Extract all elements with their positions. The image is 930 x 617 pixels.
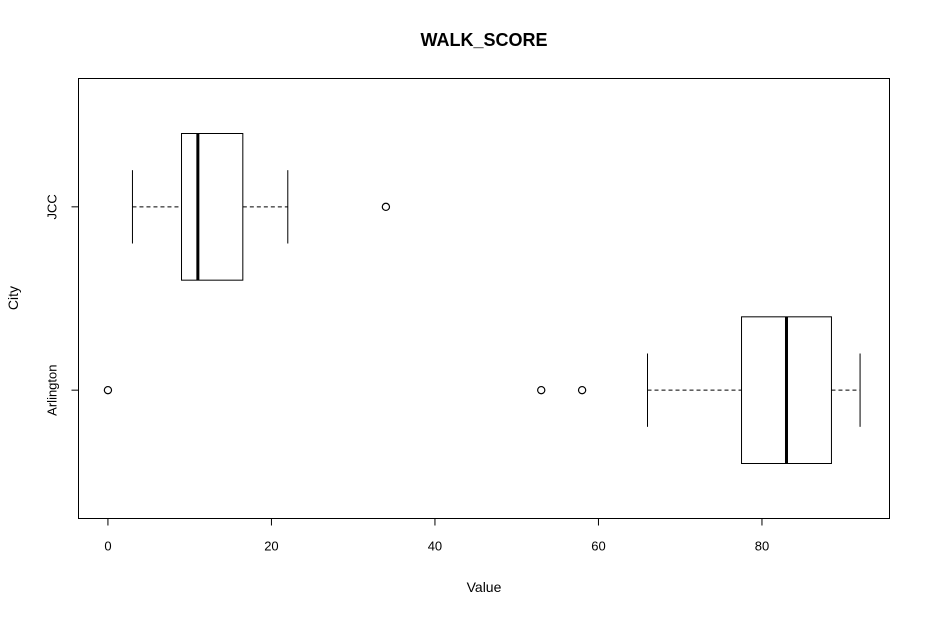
outlier-point [103, 385, 113, 395]
outlier-point [381, 202, 391, 212]
boxes-layer [103, 133, 861, 465]
x-tick-label: 0 [104, 539, 111, 554]
x-tick-label: 40 [428, 539, 442, 554]
y-tick-label-arlington: Arlington [45, 365, 60, 416]
outlier-point [577, 385, 587, 395]
box-group-jcc [131, 133, 391, 281]
plot-frame [78, 78, 890, 519]
box-group-arlington [103, 316, 861, 465]
outlier-point [537, 385, 546, 395]
chart-title: WALK_SCORE [420, 30, 547, 50]
y-axis-label: City [5, 286, 21, 310]
iqr-box [181, 133, 244, 281]
y-axis: Arlington JCC [45, 194, 79, 416]
x-tick-label: 80 [755, 539, 769, 554]
y-tick-label-jcc: JCC [45, 194, 60, 219]
x-tick-label: 60 [591, 539, 605, 554]
x-axis: 0 20 40 60 80 [104, 518, 769, 554]
x-tick-label: 20 [264, 539, 278, 554]
x-axis-label: Value [467, 579, 502, 595]
